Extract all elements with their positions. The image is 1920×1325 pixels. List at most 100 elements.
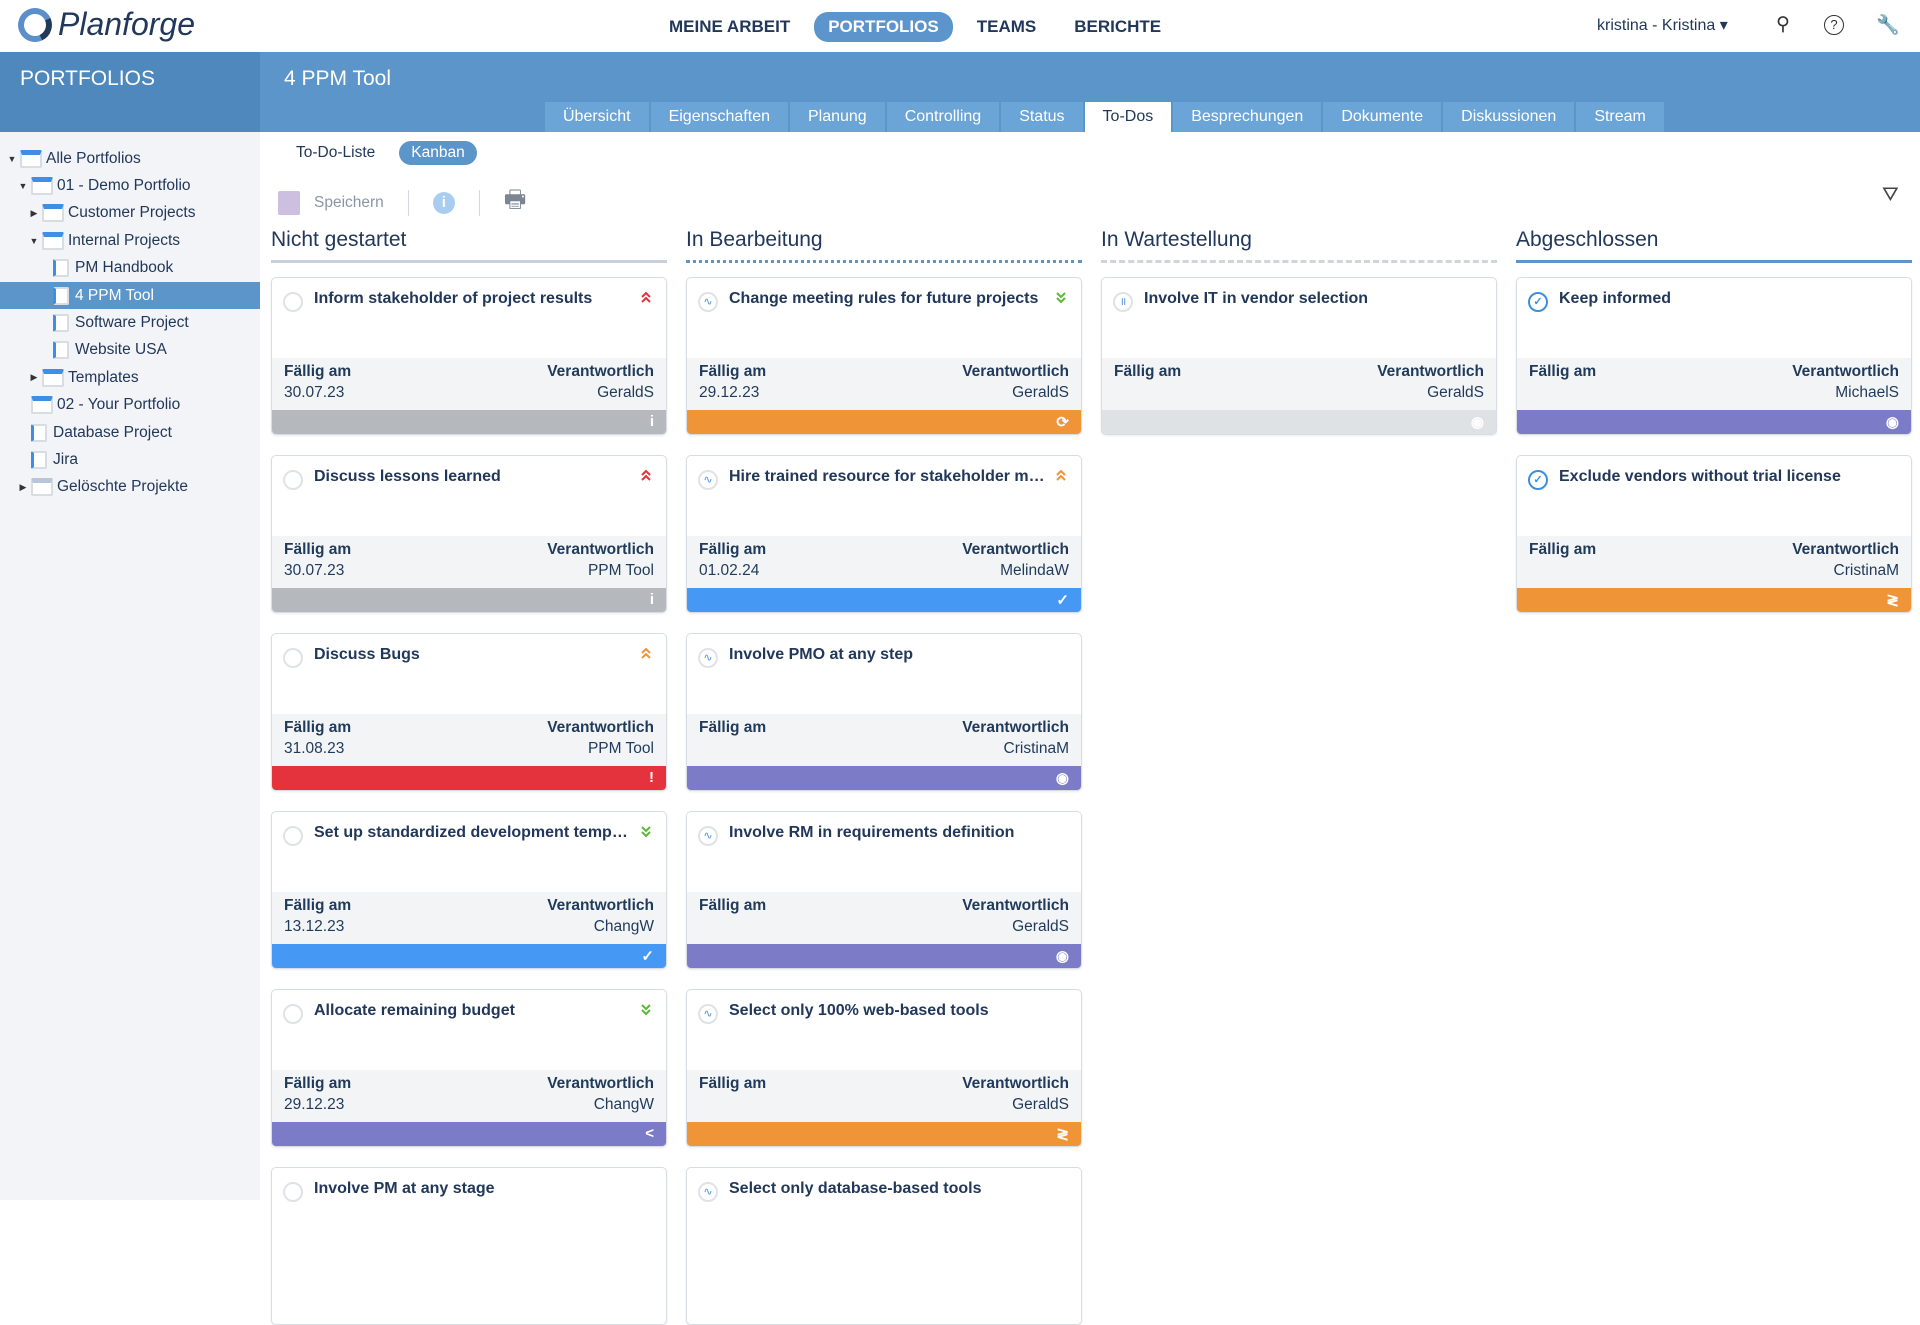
done-check-icon[interactable]: ✓: [1528, 470, 1548, 490]
todo-card[interactable]: ∿ Change meeting rules for future project…: [686, 277, 1082, 435]
card-title[interactable]: Inform stakeholder of project results: [314, 290, 593, 307]
card-title[interactable]: Exclude vendors without trial license: [1559, 468, 1841, 485]
expand-caret-icon[interactable]: ▶: [30, 372, 38, 383]
info-icon[interactable]: i: [432, 191, 455, 214]
open-circle-icon[interactable]: [283, 1004, 303, 1024]
tree-item[interactable]: 4 PPM Tool: [0, 282, 260, 309]
todo-card[interactable]: ∿ Select only 100% web-based tools Fällig …: [686, 989, 1082, 1147]
expand-caret-icon[interactable]: ▶: [19, 481, 27, 492]
todo-card[interactable]: Discuss Bugs Fällig am Verantwortlich 31.08…: [271, 633, 667, 791]
expand-caret-icon[interactable]: ▼: [29, 235, 39, 246]
status-bar-icon[interactable]: i: [649, 413, 654, 430]
todo-card[interactable]: ॥ Involve IT in vendor selection Fällig am…: [1101, 277, 1497, 435]
status-bar-icon[interactable]: ≷: [1056, 1126, 1069, 1143]
nav-meine-arbeit[interactable]: MEINE ARBEIT: [669, 17, 791, 36]
tree-item[interactable]: 02 - Your Portfolio: [0, 392, 260, 419]
tree-item[interactable]: Website USA: [0, 337, 260, 364]
tab-diskussionen[interactable]: Diskussionen: [1443, 102, 1575, 132]
nav-teams[interactable]: TEAMS: [976, 17, 1037, 36]
todo-card[interactable]: Set up standardized development templa..…: [271, 811, 667, 969]
expand-caret-icon[interactable]: ▶: [30, 207, 38, 218]
card-title[interactable]: Involve IT in vendor selection: [1144, 290, 1369, 307]
in-progress-icon[interactable]: ∿: [698, 470, 718, 490]
card-title[interactable]: Discuss lessons learned: [314, 468, 501, 485]
status-bar-icon[interactable]: ◉: [1055, 948, 1069, 965]
open-circle-icon[interactable]: [283, 1182, 303, 1202]
todo-card[interactable]: ∿ Hire trained resource for stakeholder m…: [686, 455, 1082, 613]
todo-card[interactable]: Allocate remaining budget Fällig am Verant…: [271, 989, 667, 1147]
save-button[interactable]: Speichern: [314, 193, 384, 211]
tools-icon[interactable]: 🔧: [1876, 15, 1900, 36]
filter-icon[interactable]: ⛛: [1882, 184, 1899, 206]
card-title[interactable]: Change meeting rules for future projects: [729, 290, 1039, 307]
done-check-icon[interactable]: ✓: [1528, 292, 1548, 312]
tab-planung[interactable]: Planung: [789, 102, 885, 132]
open-circle-icon[interactable]: [283, 826, 303, 846]
tree-item[interactable]: Jira: [0, 446, 260, 473]
status-bar-icon[interactable]: ⟳: [1056, 414, 1069, 431]
subtab-kanban[interactable]: Kanban: [399, 141, 477, 165]
todo-card[interactable]: Discuss lessons learned Fällig am Verantwo…: [271, 455, 667, 613]
todo-card[interactable]: ∿ Involve PMO at any step Fällig am Verantw…: [686, 633, 1082, 791]
tab-besprechungen[interactable]: Besprechungen: [1173, 102, 1322, 132]
tab-dokumente[interactable]: Dokumente: [1323, 102, 1442, 132]
print-icon[interactable]: 🖶: [503, 186, 527, 213]
card-title[interactable]: Keep informed: [1559, 290, 1672, 307]
subtab-todo-list[interactable]: To-Do-Liste: [296, 144, 376, 161]
todo-card[interactable]: ∿ Involve RM in requirements definition Fä…: [686, 811, 1082, 969]
open-circle-icon[interactable]: [283, 292, 303, 312]
tree-item[interactable]: PM Handbook: [0, 255, 260, 282]
expand-caret-icon[interactable]: ▼: [18, 180, 28, 191]
tree-item[interactable]: ▼ Alle Portfolios: [0, 145, 260, 172]
status-bar-icon[interactable]: ✓: [641, 948, 654, 965]
tree-item[interactable]: ▶ Customer Projects: [0, 200, 260, 227]
card-title[interactable]: Involve PMO at any step: [729, 646, 914, 663]
card-title[interactable]: Set up standardized development templa..…: [314, 824, 632, 841]
nav-berichte[interactable]: BERICHTE: [1074, 17, 1162, 36]
tree-item[interactable]: Software Project: [0, 309, 260, 336]
status-bar-icon[interactable]: i: [649, 591, 654, 608]
tree-item[interactable]: ▼ 01 - Demo Portfolio: [0, 172, 260, 199]
todo-card[interactable]: ✓ Keep informed Fällig am Verantwortlich Mic…: [1516, 277, 1912, 435]
tab-todos[interactable]: To-Dos: [1084, 102, 1172, 132]
todo-card[interactable]: Involve PM at any stage: [271, 1167, 667, 1325]
status-bar-icon[interactable]: <: [645, 1125, 654, 1142]
help-icon[interactable]: ?: [1824, 15, 1844, 35]
open-circle-icon[interactable]: [283, 470, 303, 490]
search-icon[interactable]: ⚲: [1776, 14, 1790, 35]
paused-icon[interactable]: ॥: [1113, 292, 1133, 312]
expand-caret-icon[interactable]: ▼: [7, 153, 17, 164]
status-bar-icon[interactable]: ◉: [1470, 414, 1484, 431]
status-bar-icon[interactable]: !: [649, 769, 654, 786]
card-title[interactable]: Discuss Bugs: [314, 646, 420, 663]
card-title[interactable]: Involve PM at any stage: [314, 1180, 495, 1197]
todo-card[interactable]: ∿ Select only database-based tools: [686, 1167, 1082, 1325]
todo-card[interactable]: Inform stakeholder of project results Fäl…: [271, 277, 667, 435]
in-progress-icon[interactable]: ∿: [698, 826, 718, 846]
status-bar-icon[interactable]: ◉: [1885, 414, 1899, 431]
in-progress-icon[interactable]: ∿: [698, 648, 718, 668]
card-title[interactable]: Involve RM in requirements definition: [729, 824, 1015, 841]
tab-status[interactable]: Status: [1001, 102, 1083, 132]
tree-item[interactable]: Database Project: [0, 419, 260, 446]
in-progress-icon[interactable]: ∿: [698, 1004, 718, 1024]
tab-eigenschaften[interactable]: Eigenschaften: [650, 102, 788, 132]
nav-portfolios[interactable]: PORTFOLIOS: [814, 12, 953, 42]
tab-übersicht[interactable]: Übersicht: [545, 102, 649, 132]
card-title[interactable]: Select only 100% web-based tools: [729, 1002, 989, 1019]
card-title[interactable]: Allocate remaining budget: [314, 1002, 515, 1019]
card-title[interactable]: Hire trained resource for stakeholder ma…: [729, 468, 1047, 485]
tab-controlling[interactable]: Controlling: [886, 102, 1000, 132]
status-bar-icon[interactable]: ≷: [1886, 592, 1899, 609]
status-bar-icon[interactable]: ◉: [1055, 770, 1069, 787]
logo[interactable]: Planforge: [13, 2, 195, 47]
tree-item[interactable]: ▶ Gelöschte Projekte: [0, 474, 260, 501]
user-menu[interactable]: kristina - Kristina ▾: [1597, 17, 1728, 34]
card-title[interactable]: Select only database-based tools: [729, 1180, 982, 1197]
save-icon[interactable]: [278, 190, 300, 215]
tab-stream[interactable]: Stream: [1576, 102, 1664, 132]
todo-card[interactable]: ✓ Exclude vendors without trial license Fä…: [1516, 455, 1912, 613]
tree-item[interactable]: ▼ Internal Projects: [0, 227, 260, 254]
tree-item[interactable]: ▶ Templates: [0, 364, 260, 391]
status-bar-icon[interactable]: ✓: [1056, 592, 1069, 609]
